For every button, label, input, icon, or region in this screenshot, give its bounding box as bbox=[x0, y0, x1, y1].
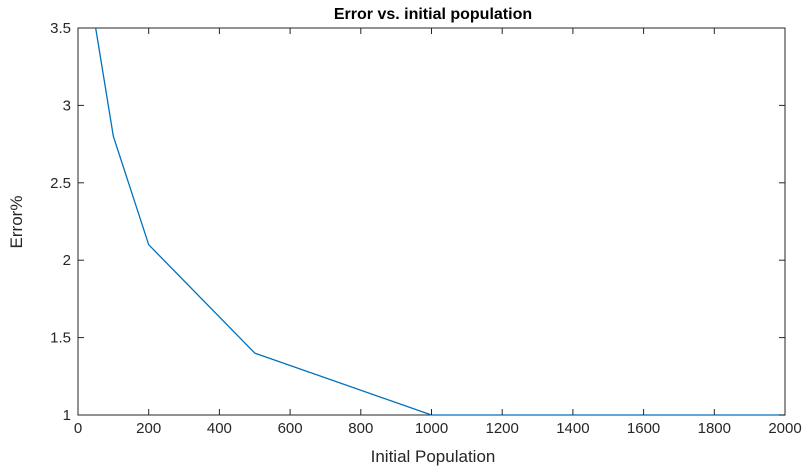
x-tick-label: 1200 bbox=[486, 420, 519, 437]
y-tick-label: 1 bbox=[63, 407, 71, 424]
y-tick-label: 2 bbox=[63, 252, 71, 269]
y-tick-label: 1.5 bbox=[50, 330, 71, 347]
series-layer bbox=[95, 27, 786, 416]
x-tick-label: 1600 bbox=[627, 420, 660, 437]
y-axis: 1 1.5 2 2.5 3 3.5 bbox=[50, 20, 785, 424]
series-line bbox=[95, 27, 785, 416]
x-tick-label: 0 bbox=[74, 420, 82, 437]
chart-title: Error vs. initial population bbox=[334, 6, 532, 23]
plot-area bbox=[77, 27, 786, 416]
y-axis-label: Error% bbox=[7, 196, 26, 249]
x-tick-label: 800 bbox=[348, 420, 373, 437]
x-tick-label: 200 bbox=[136, 420, 161, 437]
x-tick-label: 600 bbox=[278, 420, 303, 437]
x-tick-label: 400 bbox=[207, 420, 232, 437]
x-tick-label: 1400 bbox=[556, 420, 589, 437]
x-tick-label: 1000 bbox=[415, 420, 448, 437]
y-tick-label: 2.5 bbox=[50, 175, 71, 192]
y-tick-label: 3 bbox=[63, 97, 71, 114]
axes-frame bbox=[77, 27, 786, 416]
x-tick-label: 1800 bbox=[698, 420, 731, 437]
x-tick-label: 2000 bbox=[768, 420, 801, 437]
x-axis-label: Initial Population bbox=[371, 447, 496, 466]
x-axis: 0 200 400 600 800 1000 1200 1400 1600 1800 2000 bbox=[74, 28, 802, 437]
y-tick-label: 3.5 bbox=[50, 20, 71, 37]
